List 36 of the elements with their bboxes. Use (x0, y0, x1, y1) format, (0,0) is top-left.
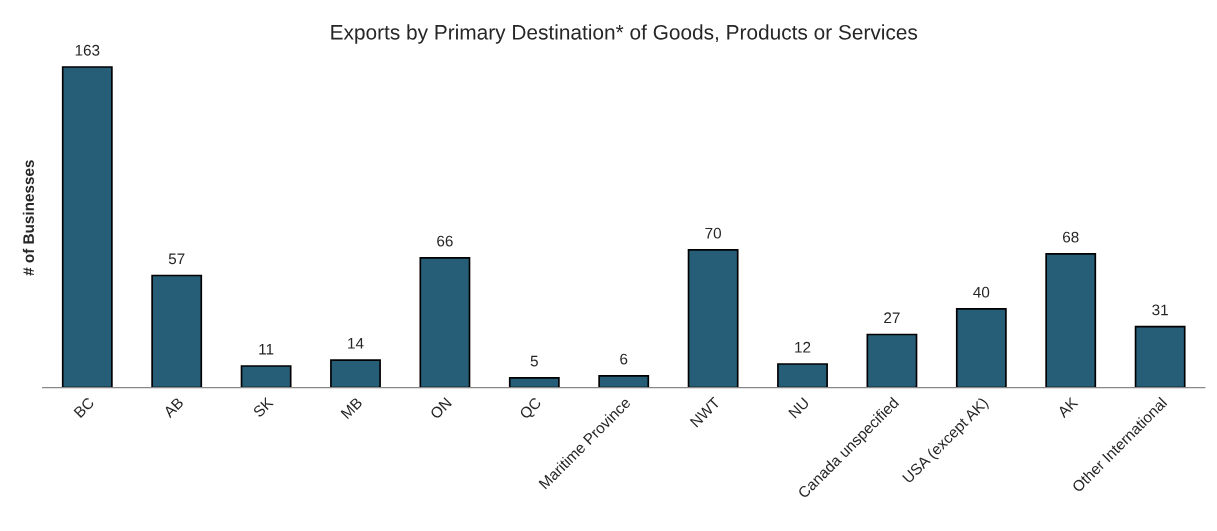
data-label: 11 (259, 343, 274, 355)
x-tick-label: QC (518, 396, 544, 422)
data-label: 27 (884, 312, 900, 324)
data-label: 6 (620, 353, 628, 365)
data-label: 163 (75, 44, 100, 56)
bar (777, 363, 828, 388)
x-tick-label: MB (340, 396, 363, 420)
x-tick-label: NU (788, 397, 810, 419)
data-label: 12 (795, 341, 811, 353)
x-tick-label: BC (73, 396, 95, 419)
x-tick-label: ON (429, 397, 452, 420)
data-label: 40 (973, 286, 990, 298)
bar (1134, 325, 1186, 388)
bar (866, 333, 918, 388)
data-label: 68 (1063, 231, 1079, 243)
bar (419, 256, 471, 388)
bar (508, 376, 560, 388)
bar (1045, 253, 1097, 388)
bar (598, 374, 650, 388)
bar (687, 249, 739, 388)
bar (151, 274, 203, 388)
data-label: 70 (705, 227, 722, 239)
data-label: 5 (530, 355, 538, 367)
bar (955, 308, 1007, 388)
data-label: 14 (348, 338, 364, 349)
bar (330, 359, 381, 388)
x-tick-label: SK (252, 396, 274, 418)
data-label: 31 (1152, 304, 1168, 316)
x-tick-label: AB (162, 396, 184, 419)
y-axis-title: # of Businesses (22, 160, 35, 276)
data-label: 57 (168, 253, 185, 265)
data-label: 66 (437, 235, 453, 247)
bar (61, 66, 113, 388)
x-tick-label: AK (1056, 396, 1079, 419)
chart-title: Exports by Primary Destination* of Goods, Products or Services (331, 24, 918, 44)
bar (240, 365, 292, 388)
